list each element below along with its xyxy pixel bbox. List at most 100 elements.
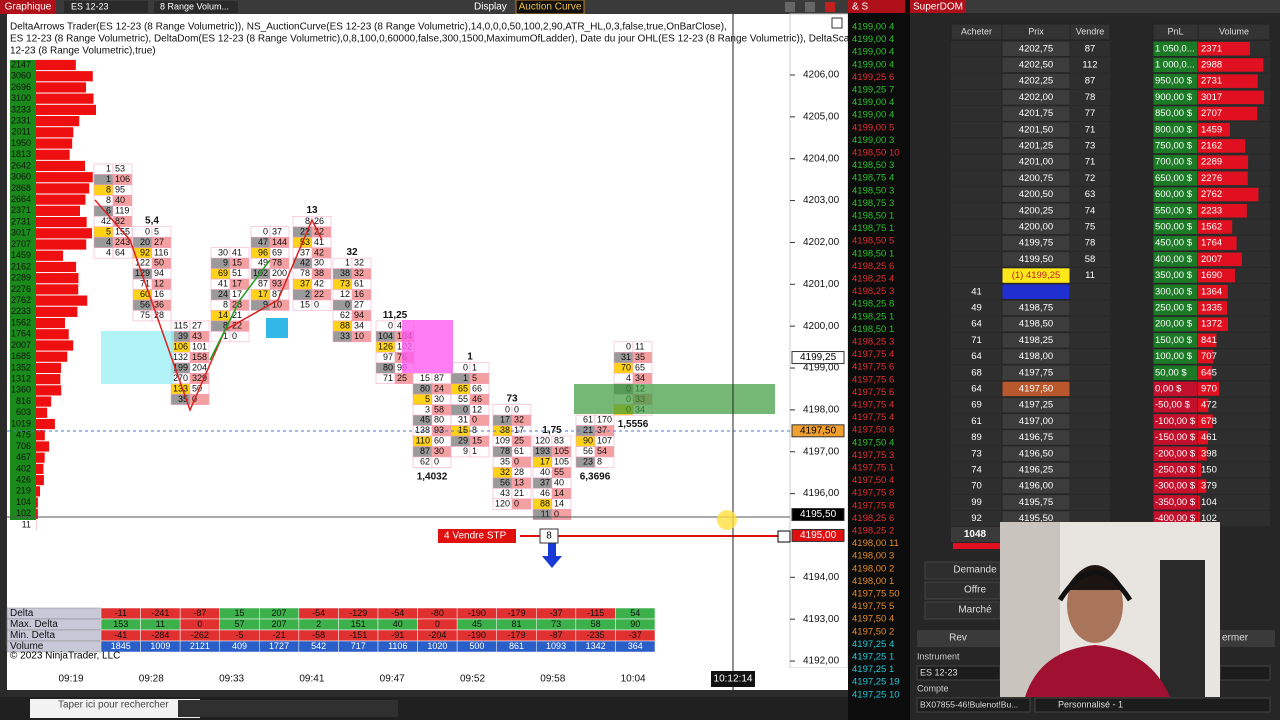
bartype-select[interactable] (154, 1, 238, 13)
dom-volume: 104 (1201, 497, 1217, 508)
dom-cell (951, 478, 1002, 494)
tab[interactable] (0, 0, 56, 14)
indicator-text: ES 12-23 (8 Range Volumetric), DeltaDom(… (10, 34, 883, 45)
dom-button-label[interactable]: Marché (958, 605, 992, 616)
bid: 21 (583, 425, 593, 435)
bid: 1 (106, 174, 111, 184)
ask: 37 (272, 226, 282, 236)
profile-bar (36, 127, 74, 138)
order-label-bg[interactable] (438, 529, 516, 543)
dom-button-label[interactable]: Demande (953, 565, 997, 576)
ask: 34 (635, 373, 645, 383)
win-close[interactable] (825, 2, 835, 12)
dom-volume: 398 (1201, 448, 1217, 459)
stats-value: -54 (312, 608, 325, 618)
ask: 87 (272, 289, 282, 299)
profile-bar (36, 329, 69, 340)
zone-cyan (101, 331, 174, 384)
ask: 30 (314, 258, 324, 268)
bid: 1 (345, 258, 350, 268)
ask: 32 (514, 415, 524, 425)
cluster-label: 1 (467, 352, 473, 363)
win-btn[interactable] (805, 2, 815, 12)
bid: 17 (500, 415, 510, 425)
price-marker (791, 351, 845, 365)
tape-entry: 4197,75 50 (852, 589, 900, 600)
order-qty[interactable]: 8 (546, 531, 552, 542)
dom-prix: 4197,75 (1019, 367, 1053, 378)
stats-value: -37 (550, 608, 563, 618)
dom-cell (951, 348, 1002, 365)
close-button[interactable] (1220, 630, 1275, 647)
stats-value: 861 (509, 641, 524, 651)
order-label[interactable]: 4 Vendre STP (444, 531, 507, 542)
cell-ask (511, 498, 532, 510)
cell-ask (431, 456, 452, 468)
cell-ask (112, 247, 133, 259)
profile-label: 11 (22, 519, 31, 529)
bid: 193 (535, 446, 550, 456)
ask: 21 (232, 310, 242, 320)
dom-pnl: 400,00 $ (1155, 254, 1193, 265)
dom-volume-bar (1198, 42, 1250, 56)
cell-ask (594, 456, 615, 468)
webcam-chair (1160, 560, 1205, 697)
tape-entry: 4198,75 1 (852, 223, 894, 234)
tape-entry: 4197,75 4 (852, 349, 894, 360)
bid: 15 (420, 373, 430, 383)
profile-bar (36, 228, 92, 239)
dom-cell (1070, 41, 1110, 57)
tape-entry: 4199,00 4 (852, 34, 894, 45)
instrument-select[interactable] (64, 1, 148, 13)
dom-volume-bar (1198, 447, 1207, 461)
stats-value: 11 (156, 619, 165, 629)
order-qty-bg[interactable] (539, 528, 559, 544)
instrument-select-r[interactable] (1219, 665, 1271, 681)
order-close[interactable] (777, 530, 791, 543)
rev-button[interactable] (917, 630, 1000, 647)
search-text[interactable]: Taper ici pour rechercher (58, 700, 169, 711)
dom-prix: 4202,50 (1019, 59, 1053, 70)
dom-pnl: 950,00 $ (1155, 76, 1193, 87)
dom-volume: 2276 (1201, 173, 1222, 184)
instrument-value[interactable]: ES 12-23 (920, 667, 958, 677)
atm-value[interactable]: Personnalisé - 1 (1058, 699, 1123, 709)
auction-button[interactable]: Auction Curve (519, 2, 582, 13)
bartype-label[interactable]: 8 Range Volum... (160, 1, 229, 11)
stats-value: -87 (550, 630, 563, 640)
profile-bar (36, 172, 93, 183)
ask: 82 (115, 216, 125, 226)
ask: 30 (434, 446, 444, 456)
profile-bar (36, 93, 94, 104)
bid: 97 (383, 352, 393, 362)
dom-prix: 4201,50 (1019, 124, 1053, 135)
dom-acheter: 41 (971, 286, 982, 297)
dom-vendre: 11 (1085, 270, 1095, 281)
bid: 8 (106, 195, 111, 205)
win-btn[interactable] (785, 2, 795, 12)
profile-label: 3233 (11, 104, 31, 114)
instrument-label[interactable]: ES 12-23 (71, 1, 109, 11)
superdom-tab (910, 0, 966, 13)
account-select[interactable] (916, 697, 1031, 713)
search-box[interactable] (30, 699, 200, 718)
stats-value: 58 (591, 619, 601, 629)
f-button[interactable] (831, 17, 843, 29)
dom-volume-bar (1198, 187, 1259, 202)
atm-select[interactable] (1034, 697, 1271, 713)
display-button[interactable]: Display (474, 2, 507, 13)
dom-volume: 2988 (1201, 59, 1222, 70)
bid: 69 (218, 268, 228, 278)
dom-button-label[interactable]: Offre (964, 585, 986, 596)
bid: 33 (340, 331, 350, 341)
ask: 10 (354, 331, 364, 341)
close-label[interactable]: ermer (1222, 633, 1249, 644)
dom-button[interactable] (924, 581, 1001, 600)
dom-volume-bar (1198, 398, 1209, 412)
account-value[interactable]: BX07855-46!Bulenot!Bu... (920, 699, 1018, 709)
profile-label: 2233 (11, 306, 31, 316)
profile-label: 426 (16, 474, 31, 484)
tab-label[interactable]: Graphique (5, 2, 52, 13)
stats-value: 1727 (269, 641, 289, 651)
rev-label[interactable]: Rev (949, 633, 967, 644)
